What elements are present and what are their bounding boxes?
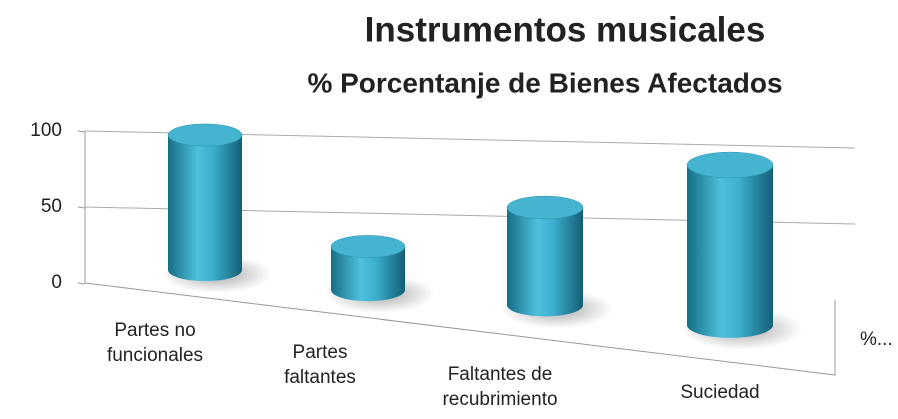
bar-top [167,123,243,147]
x-tick-label: Partes faltantes [284,342,356,388]
y-tick-label: 0 [51,272,62,293]
bar [168,135,242,282]
bar [687,165,773,338]
floor-edge [84,282,836,376]
legend-label: %... [860,329,893,350]
tick-mark [77,206,86,209]
y-tick-label: 100 [30,120,62,141]
bar-top [330,235,406,258]
bar [331,246,405,302]
chart-subtitle: % Porcentanje de Bienes Afectados [307,67,782,98]
tick-mark [77,282,86,285]
tick-mark [77,130,86,133]
bar-top [686,151,774,179]
chart-title: Instrumentos musicales [365,10,766,49]
x-tick-label: Faltantes de recubrimiento [442,364,558,410]
x-tick-label: Partes no funcionales [106,320,204,366]
bar [507,207,583,317]
x-tick-label: Suciedad [680,382,760,403]
bar-top [506,195,584,220]
y-tick-label: 50 [41,196,62,217]
